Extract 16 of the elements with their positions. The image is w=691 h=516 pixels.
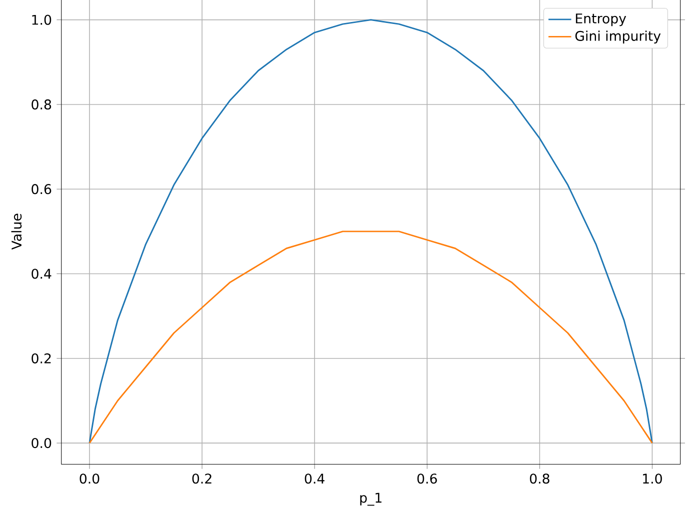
x-tick-label: 0.8 bbox=[530, 473, 550, 484]
y-tick-label: 0.2 bbox=[32, 353, 51, 364]
x-axis-title: p_1 bbox=[360, 492, 382, 506]
x-tick-label: 1.0 bbox=[643, 473, 662, 484]
y-tick-label: 0.6 bbox=[32, 184, 52, 194]
y-axis-title: Value bbox=[11, 214, 22, 250]
legend-label: Entropy bbox=[576, 13, 626, 26]
x-tick-label: 0.4 bbox=[304, 473, 324, 484]
x-tick-label: 0.6 bbox=[417, 473, 437, 484]
legend-label: Gini impurity bbox=[575, 30, 661, 44]
y-tick-label: 0.8 bbox=[32, 99, 52, 110]
y-tick-label: 0.0 bbox=[32, 438, 52, 448]
x-tick-label: 0.2 bbox=[192, 473, 212, 484]
y-tick-label: 1.0 bbox=[32, 14, 52, 25]
y-tick-label: 0.4 bbox=[32, 268, 52, 279]
x-tick-label: 0.0 bbox=[80, 473, 100, 484]
